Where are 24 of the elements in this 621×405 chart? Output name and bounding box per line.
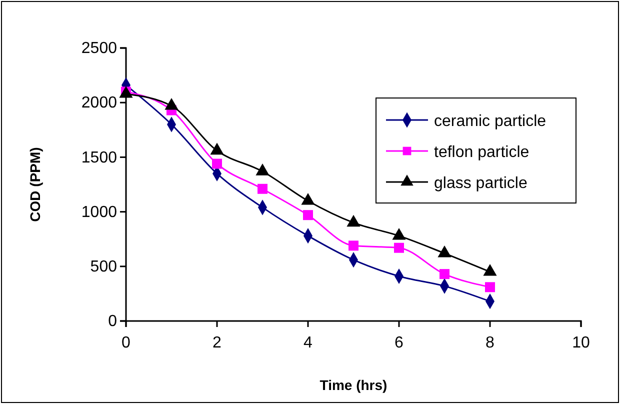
- x-tick-label: 4: [304, 334, 313, 352]
- y-tick-label: 1000: [81, 204, 118, 221]
- x-tick-label: 0: [122, 334, 131, 352]
- y-tick-label: 2000: [81, 94, 118, 112]
- x-tick-label: 10: [572, 334, 590, 352]
- x-tick-label: 8: [486, 334, 495, 352]
- x-tick-label: 2: [212, 334, 222, 352]
- y-tick-label: 500: [90, 258, 118, 276]
- y-tick-label: 2500: [81, 40, 118, 58]
- y-axis-title: COD (PPM): [27, 147, 43, 222]
- y-tick-label: 0: [108, 313, 118, 330]
- point: [303, 210, 313, 220]
- point: [440, 269, 450, 280]
- point: [394, 242, 404, 253]
- x-axis-title: Time (hrs): [320, 377, 388, 393]
- legend-label: glass particle: [434, 175, 528, 192]
- point: [258, 184, 268, 194]
- legend-label: teflon particle: [434, 144, 530, 161]
- point: [485, 282, 495, 292]
- point: [348, 240, 358, 251]
- legend-label: ceramic particle: [434, 113, 546, 130]
- x-tick-label: 6: [394, 334, 404, 352]
- y-tick-label: 1500: [81, 149, 118, 166]
- point: [212, 158, 222, 169]
